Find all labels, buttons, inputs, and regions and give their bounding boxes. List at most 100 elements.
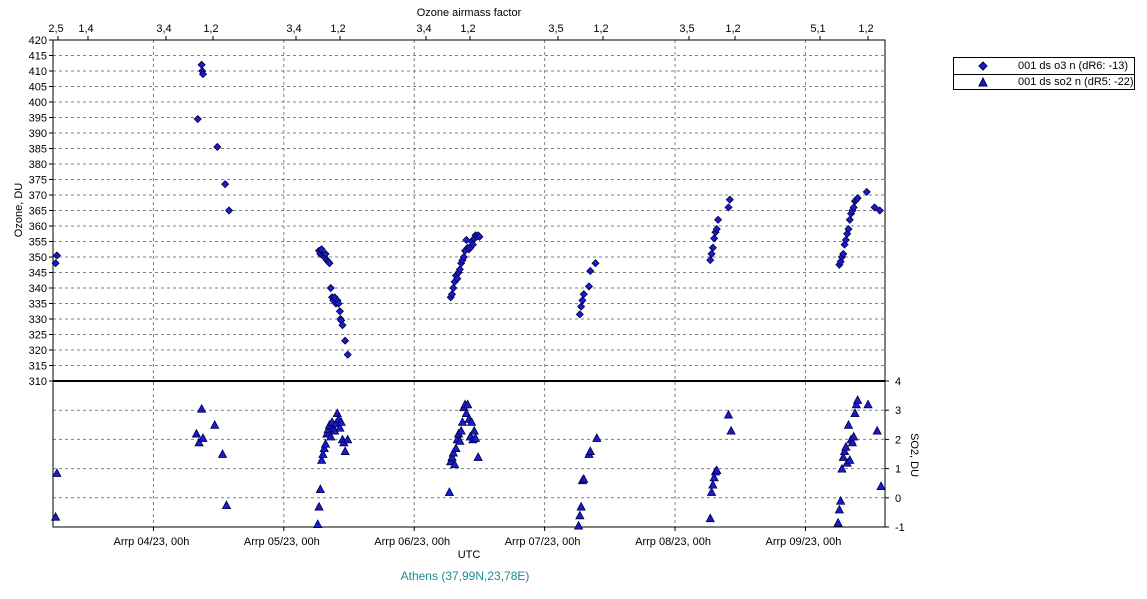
upper-y-tick-label: 310	[29, 376, 47, 388]
so2-point	[461, 408, 472, 418]
so2-point	[726, 425, 736, 435]
upper-y-tick-label: 410	[29, 66, 47, 78]
so2-point	[841, 441, 851, 451]
so2-point	[52, 468, 62, 477]
so2-point	[444, 487, 455, 496]
legend: 001 ds o3 n (dR6: -13) 001 ds so2 n (dR5…	[953, 57, 1135, 90]
upper-y-tick-label: 340	[29, 283, 47, 295]
ozone-point	[579, 290, 588, 299]
so2-point	[876, 481, 886, 491]
top-tick-label: 1,2	[330, 23, 345, 35]
upper-y-tick-label: 380	[29, 159, 47, 171]
ozone-point	[841, 235, 850, 245]
upper-y-tick-label: 385	[29, 144, 47, 156]
ozone-point	[198, 70, 208, 79]
so2-point	[712, 465, 722, 474]
ozone-point	[706, 256, 715, 265]
top-tick-label: 3,4	[286, 23, 301, 35]
upper-y-tick-label: 330	[29, 314, 47, 326]
so2-point	[455, 436, 465, 445]
so2-point	[852, 395, 863, 404]
ozone-point	[710, 234, 719, 243]
upper-y-tick-label: 345	[29, 268, 47, 280]
so2-point	[585, 446, 595, 455]
top-tick-label: 1,4	[78, 23, 93, 35]
top-tick-label: 3,4	[416, 23, 431, 35]
x-axis-label: UTC	[458, 549, 481, 561]
upper-y-tick-label: 325	[29, 330, 47, 342]
so2-point	[221, 500, 232, 510]
so2-point	[705, 513, 715, 523]
top-tick-label: 1,2	[203, 23, 218, 35]
top-tick-label: 1,2	[460, 23, 475, 35]
so2-point	[316, 454, 327, 464]
so2-point	[466, 417, 477, 426]
ozone-point	[326, 283, 335, 293]
legend-item-so2: 001 ds so2 n (dR5: -22)	[954, 75, 1134, 90]
ozone-point	[468, 240, 477, 249]
top-tick-label: 3,5	[679, 23, 694, 35]
ozone-point	[712, 225, 721, 234]
lower-y-tick-label: 4	[895, 376, 901, 388]
so2-point	[320, 438, 331, 448]
ozone-point	[578, 296, 587, 305]
lower-y-tick-label: 1	[895, 464, 901, 476]
so2-point	[833, 517, 843, 527]
so2-point	[838, 452, 848, 461]
ozone-point	[708, 243, 717, 252]
x-tick-label: Arrp 08/23, 00h	[635, 536, 711, 548]
ozone-point	[714, 215, 723, 224]
so2-point	[847, 437, 858, 447]
so2-point	[709, 472, 719, 482]
so2-point	[723, 409, 734, 419]
upper-y-tick-label: 360	[29, 221, 47, 233]
lower-y-tick-label: 2	[895, 434, 901, 446]
so2-point	[849, 431, 859, 441]
so2-point	[50, 511, 61, 521]
station-label: Athens (37,99N,23,78E)	[401, 569, 530, 583]
ozone-point	[213, 142, 222, 152]
so2-point	[575, 510, 585, 520]
so2-point	[469, 425, 479, 435]
plot-border	[52, 39, 886, 528]
so2-point	[210, 419, 220, 429]
ozone-point	[707, 249, 716, 258]
so2-point	[457, 417, 468, 426]
so2-point	[343, 434, 353, 444]
ozone-point	[724, 203, 733, 212]
so2-point	[319, 443, 329, 453]
x-tick-label: Arrp 09/23, 00h	[766, 536, 842, 548]
ozone-point	[224, 206, 234, 215]
so2-point	[336, 417, 346, 426]
so2-point	[845, 454, 855, 464]
upper-y-tick-label: 365	[29, 206, 47, 218]
so2-point	[198, 433, 208, 442]
ozone-point	[453, 274, 462, 283]
ozone-point	[335, 307, 344, 316]
ozone-point	[849, 203, 858, 212]
ozone-point	[862, 187, 871, 196]
lower-y-axis-label: SO2, DU	[908, 433, 920, 477]
axis-ticks: Arrp 04/23, 00h Arrp 05/23, 00h Arrp 06/23…	[29, 23, 905, 548]
top-tick-label: 3,4	[156, 23, 171, 35]
legend-label-so2: 001 ds so2 n (dR5: -22)	[1018, 76, 1134, 88]
ozone-point	[52, 251, 61, 260]
so2-point	[446, 456, 456, 466]
so2-point	[335, 422, 345, 432]
so2-point	[708, 479, 718, 489]
ozone-point	[839, 249, 848, 258]
so2-point	[579, 473, 589, 483]
ozone-point	[325, 259, 334, 268]
ozone-point	[870, 203, 879, 212]
ozone-point	[845, 215, 854, 224]
ozone-point	[875, 206, 884, 215]
upper-y-tick-label: 415	[29, 51, 47, 63]
so2-point	[835, 495, 846, 505]
so2-point	[839, 446, 850, 455]
so2-point	[850, 408, 860, 418]
so2-point	[326, 431, 336, 441]
so2-point	[447, 452, 457, 461]
x-tick-label: Arrp 05/23, 00h	[244, 536, 320, 548]
so2-point	[706, 487, 717, 496]
data-points	[50, 60, 886, 530]
